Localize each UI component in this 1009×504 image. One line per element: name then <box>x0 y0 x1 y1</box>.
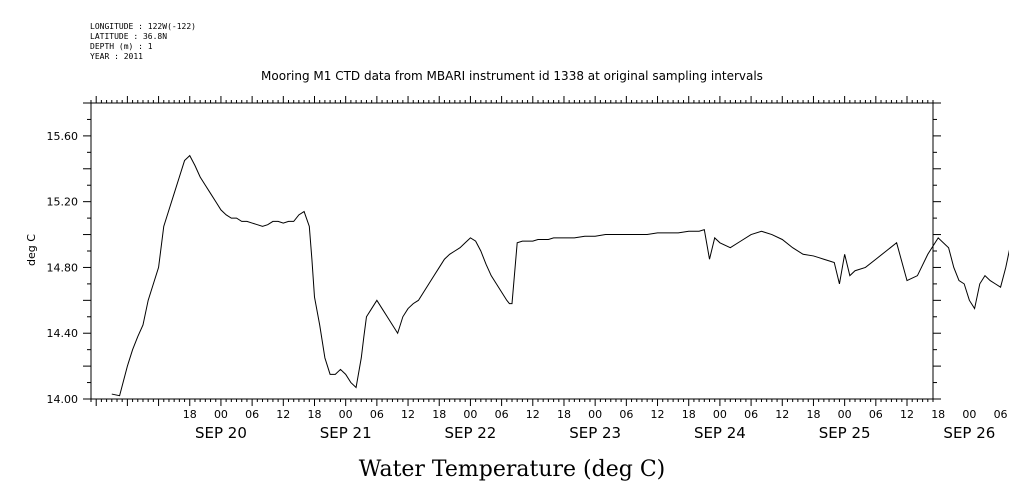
x-axis-label: Water Temperature (deg C) <box>359 457 666 482</box>
metadata-header: LONGITUDE : 122W(-122) LATITUDE : 36.8N … <box>90 22 196 62</box>
plot-area: 18 00 06 12 18 00 06 12 18 00 06 12 18 00 06 12 18 00 06 12… <box>47 96 1009 442</box>
x-hour-tick-label: 06 <box>744 408 758 421</box>
x-day-label: SEP 24 <box>694 424 746 442</box>
x-hour-tick-label: 18 <box>931 408 945 421</box>
x-hour-tick-label: 18 <box>432 408 446 421</box>
x-hour-tick-label: 00 <box>463 408 477 421</box>
x-hour-tick-label: 12 <box>900 408 914 421</box>
x-hour-tick-label: 06 <box>869 408 883 421</box>
x-hour-tick-label: 06 <box>994 408 1008 421</box>
x-day-label: SEP 22 <box>444 424 496 442</box>
x-hour-tick-label: 00 <box>339 408 353 421</box>
longitude-label: LONGITUDE : 122W(-122) <box>90 22 196 31</box>
chart-title: Mooring M1 CTD data from MBARI instrumen… <box>261 69 763 83</box>
x-hour-tick-label: 00 <box>713 408 727 421</box>
depth-label: DEPTH (m) : 1 <box>90 42 153 51</box>
x-day-label: SEP 21 <box>320 424 372 442</box>
x-hour-tick-label: 06 <box>370 408 384 421</box>
x-hour-tick-label: 00 <box>962 408 976 421</box>
x-day-label: SEP 26 <box>943 424 995 442</box>
x-hour-tick-label: 00 <box>838 408 852 421</box>
x-hour-tick-label: 12 <box>526 408 540 421</box>
x-hour-tick-label: 06 <box>619 408 633 421</box>
y-tick-label: 15.20 <box>47 196 79 209</box>
plot-frame <box>90 102 934 400</box>
x-hour-tick-label: 06 <box>495 408 509 421</box>
x-hour-tick-label: 18 <box>183 408 197 421</box>
x-day-label: SEP 23 <box>569 424 621 442</box>
y-tick-label: 14.80 <box>47 261 79 274</box>
y-tick-label: 14.00 <box>47 393 79 406</box>
y-axis-label: deg C <box>25 234 38 266</box>
x-hour-tick-label: 00 <box>588 408 602 421</box>
x-hour-tick-label: 18 <box>806 408 820 421</box>
y-tick-label: 15.60 <box>47 130 79 143</box>
x-hour-tick-label: 18 <box>307 408 321 421</box>
x-hour-tick-label: 06 <box>245 408 259 421</box>
x-hour-tick-label: 18 <box>682 408 696 421</box>
x-hour-tick-label: 12 <box>401 408 415 421</box>
x-hour-tick-label: 00 <box>214 408 228 421</box>
x-day-label: SEP 25 <box>819 424 871 442</box>
x-day-label: SEP 20 <box>195 424 247 442</box>
latitude-label: LATITUDE : 36.8N <box>90 32 168 41</box>
year-label: YEAR : 2011 <box>90 52 143 61</box>
x-hour-tick-label: 12 <box>775 408 789 421</box>
x-hour-tick-label: 12 <box>651 408 665 421</box>
x-hour-tick-label: 18 <box>557 408 571 421</box>
y-tick-label: 14.40 <box>47 327 79 340</box>
x-hour-tick-label: 12 <box>276 408 290 421</box>
temperature-series-line <box>111 154 1009 397</box>
